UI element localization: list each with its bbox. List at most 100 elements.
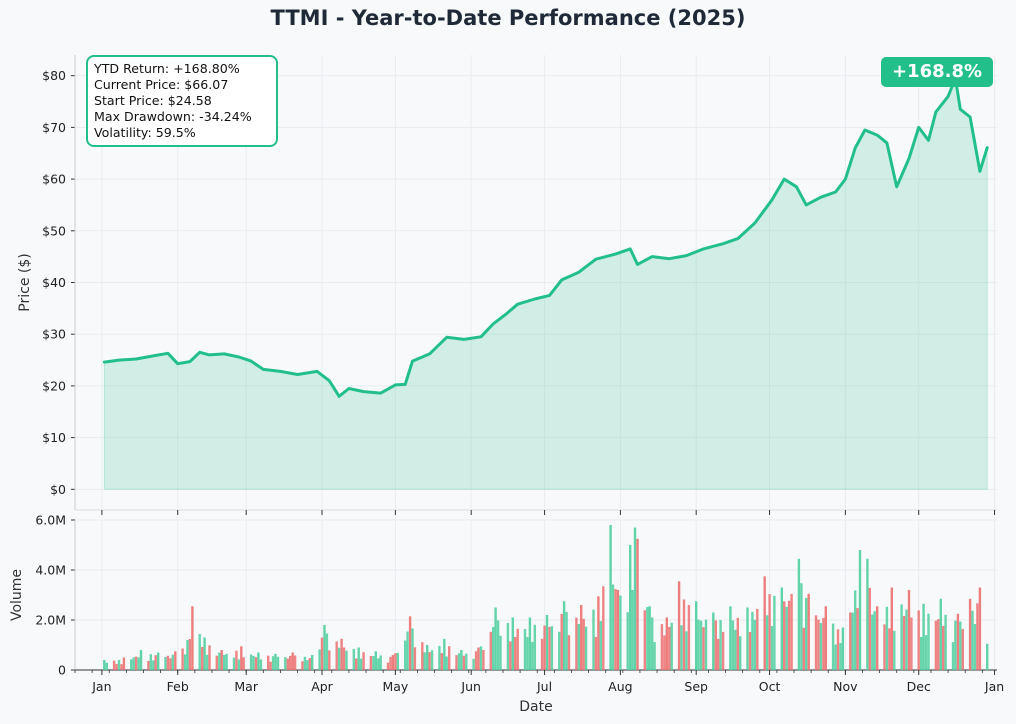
volume-bar (876, 606, 879, 671)
volume-bar (927, 613, 930, 670)
volume-bar (704, 619, 708, 670)
volume-bar (166, 655, 170, 670)
volume-bar (120, 664, 123, 670)
volume-bar (132, 657, 135, 670)
volume-bar (340, 638, 343, 671)
volume-bar (276, 656, 280, 670)
volume-bar (355, 658, 358, 670)
volume-bar (147, 661, 150, 670)
x-tick-label: Mar (234, 679, 258, 694)
volume-bar (721, 631, 725, 670)
volume-bar (653, 642, 656, 670)
volume-bar (242, 657, 245, 670)
volume-bar (293, 655, 297, 670)
volume-bar (648, 606, 651, 671)
volume-y-tick-label: 0 (58, 663, 66, 678)
x-tick-label: Jan (984, 679, 1004, 694)
volume-bar (609, 525, 612, 670)
volume-bar (257, 652, 260, 670)
volume-bar (408, 616, 412, 671)
volume-bar (584, 626, 588, 670)
volume-bar (714, 620, 717, 670)
volume-bar (249, 654, 253, 670)
volume-bar (839, 643, 842, 670)
volume-bar (712, 612, 715, 670)
volume-bar (939, 598, 942, 671)
volume-bar (868, 587, 871, 670)
volume-bar (267, 655, 270, 670)
volume-bar (663, 635, 666, 670)
volume-bar (550, 626, 554, 670)
volume-bar (345, 650, 348, 670)
volume-bar (286, 658, 289, 670)
volume-bar (169, 658, 172, 670)
volume-bar (959, 621, 962, 670)
volume-bar (306, 660, 309, 670)
volume-bar (702, 627, 705, 670)
volume-bar (787, 600, 791, 670)
volume-bar (540, 638, 544, 670)
volume-bar (372, 656, 375, 670)
volume-bar (506, 623, 510, 670)
volume-bar (905, 609, 908, 670)
volume-bar (149, 654, 152, 670)
volume-bar (841, 627, 845, 670)
volume-bar (391, 655, 395, 670)
volume-bar (636, 538, 639, 671)
volume-bar (220, 650, 223, 670)
x-tick-label: May (382, 679, 408, 694)
volume-bar (976, 603, 979, 670)
x-tick-label: Nov (833, 679, 858, 694)
volume-bar (582, 618, 585, 670)
volume-bar (115, 664, 118, 670)
volume-bar (797, 558, 801, 671)
volume-bar (201, 647, 204, 670)
volume-bar (890, 587, 893, 670)
volume-bar (523, 629, 527, 670)
volume-bar (565, 612, 568, 670)
price-y-axis-label: Price ($) (17, 253, 33, 311)
volume-bar (545, 615, 549, 670)
volume-bar (597, 596, 600, 671)
volume-bar (619, 595, 622, 670)
ytd-badge: +168.8% (881, 57, 993, 87)
volume-bar (208, 645, 211, 670)
volume-bar (496, 620, 500, 670)
volume-bar (335, 641, 338, 670)
volume-bar (443, 638, 446, 671)
volume-bar (369, 656, 373, 670)
price-y-tick-label: $50 (42, 223, 66, 238)
volume-bar (404, 640, 407, 670)
volume-bar (783, 601, 786, 670)
volume-bar (492, 627, 495, 670)
volume-bar (763, 576, 766, 671)
volume-bar (223, 655, 226, 670)
volume-bar (374, 651, 377, 671)
volume-y-axis-label: Volume (9, 569, 25, 621)
volume-bar (780, 587, 783, 670)
volume-bar (577, 624, 580, 670)
volume-bar (871, 614, 874, 670)
price-y-tick-label: $20 (42, 378, 66, 393)
x-tick-label: Sep (684, 679, 708, 694)
volume-bar (254, 657, 258, 670)
volume-bar (188, 639, 192, 670)
volume-bar (717, 638, 720, 670)
stat-ytd-return: YTD Return: +168.80% (94, 61, 240, 76)
volume-bar (311, 655, 314, 670)
volume-bar (856, 608, 859, 670)
volume-bar (438, 645, 441, 670)
volume-bar (411, 628, 414, 670)
x-tick-label: Oct (759, 679, 781, 694)
volume-bar (137, 657, 140, 670)
volume-bar (448, 646, 451, 670)
volume-bar (819, 623, 823, 670)
volume-bar (514, 637, 517, 670)
volume-bar (885, 606, 889, 670)
chart-title: TTMI - Year-to-Date Performance (2025) (270, 6, 746, 30)
volume-bar (494, 607, 497, 670)
volume-bar (379, 655, 382, 670)
volume-bar (396, 652, 399, 670)
volume-bar (318, 649, 321, 670)
volume-bar (888, 628, 891, 670)
